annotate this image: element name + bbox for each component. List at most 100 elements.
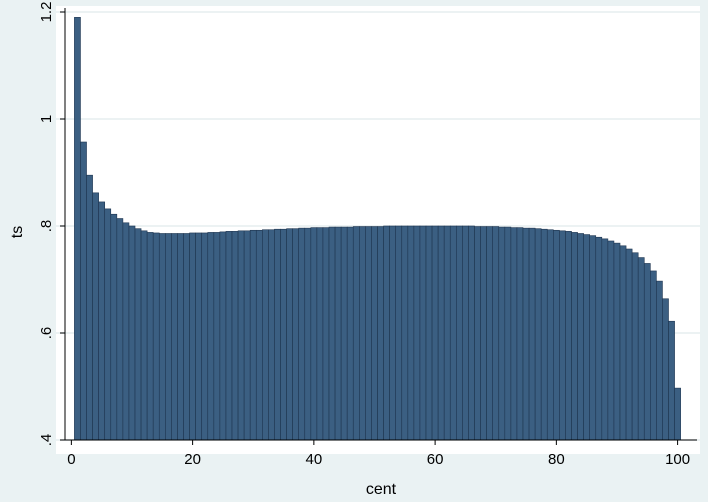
- bar: [480, 226, 487, 441]
- bar: [540, 228, 548, 441]
- bar: [334, 226, 342, 441]
- y-tick-label: .6: [38, 327, 55, 340]
- bar: [504, 226, 512, 441]
- bar: [607, 240, 615, 441]
- bar: [134, 228, 142, 441]
- bar: [346, 226, 354, 441]
- bar: [546, 229, 554, 441]
- bar: [268, 229, 275, 441]
- x-tick-label: 40: [306, 451, 323, 468]
- bar: [122, 222, 130, 441]
- bar: [316, 227, 324, 441]
- x-tick-label: 80: [548, 451, 565, 468]
- bar: [310, 227, 318, 441]
- bar: [183, 233, 190, 441]
- bar: [437, 225, 445, 441]
- bar: [171, 233, 178, 441]
- y-tick-label: .4: [38, 434, 55, 447]
- bar: [449, 225, 457, 441]
- bar: [565, 231, 572, 441]
- bar: [255, 229, 263, 441]
- bar: [650, 270, 657, 441]
- bar: [443, 225, 451, 441]
- bar: [280, 228, 287, 441]
- y-axis-title: ts: [9, 226, 26, 238]
- bar: [468, 225, 475, 441]
- bar: [625, 248, 633, 441]
- bar: [177, 233, 184, 441]
- bar: [152, 232, 160, 441]
- bar: [274, 228, 281, 441]
- bar: [243, 230, 251, 441]
- bar: [474, 226, 481, 441]
- bar: [195, 232, 202, 441]
- bar: [407, 225, 415, 441]
- bar: [637, 257, 645, 441]
- bar: [128, 225, 136, 441]
- bar: [98, 201, 106, 441]
- x-tick-label: 20: [184, 451, 201, 468]
- bar: [383, 225, 390, 441]
- bar: [674, 387, 681, 441]
- bar: [510, 227, 518, 441]
- bar: [613, 242, 621, 441]
- bar: [359, 226, 366, 441]
- bar: [601, 238, 609, 441]
- bar: [498, 226, 506, 441]
- bar: [522, 227, 530, 441]
- bar: [401, 225, 409, 441]
- x-tick-label: 60: [427, 451, 444, 468]
- bar: [249, 229, 257, 441]
- y-tick-label: 1.2: [38, 2, 55, 23]
- bar: [365, 226, 372, 441]
- bar: [419, 225, 427, 441]
- bar: [207, 232, 215, 441]
- bar: [262, 229, 269, 441]
- bar: [413, 225, 421, 441]
- bar: [656, 280, 663, 441]
- bar: [389, 225, 397, 441]
- bar: [237, 230, 245, 441]
- bar: [80, 141, 87, 441]
- bar: [322, 227, 330, 441]
- bar: [516, 227, 524, 441]
- bar: [140, 230, 148, 441]
- bar: [104, 208, 112, 441]
- y-tick-label: .8: [38, 220, 55, 233]
- bar: [395, 225, 403, 441]
- bar: [662, 298, 669, 441]
- bar: [589, 235, 597, 441]
- x-tick-label: 100: [665, 451, 690, 468]
- bar: [292, 228, 300, 441]
- bar: [165, 233, 172, 441]
- bar: [219, 231, 227, 441]
- bar: [116, 218, 124, 441]
- bar: [304, 227, 312, 441]
- bar: [340, 226, 348, 441]
- bar: [225, 231, 233, 441]
- bar: [92, 192, 99, 441]
- bar: [492, 226, 500, 441]
- x-axis-title: cent: [366, 481, 397, 498]
- bar: [534, 228, 542, 441]
- bar: [553, 229, 560, 441]
- bar: [462, 225, 469, 441]
- bar: [231, 231, 239, 441]
- bar: [528, 227, 536, 441]
- bar: [559, 230, 566, 441]
- bar: [189, 232, 196, 441]
- bar: [213, 232, 221, 441]
- bar: [74, 17, 81, 441]
- bar: [425, 225, 433, 441]
- bar: [577, 233, 584, 441]
- bar: [298, 227, 306, 441]
- bar: [86, 174, 93, 441]
- bar: [583, 234, 590, 441]
- axes: .4 .6 .8 1 1.2 0 20 40 60 80 100: [38, 2, 697, 468]
- bar: [352, 226, 360, 441]
- bar: [158, 233, 166, 441]
- bar: [643, 263, 651, 441]
- bar: [486, 226, 494, 441]
